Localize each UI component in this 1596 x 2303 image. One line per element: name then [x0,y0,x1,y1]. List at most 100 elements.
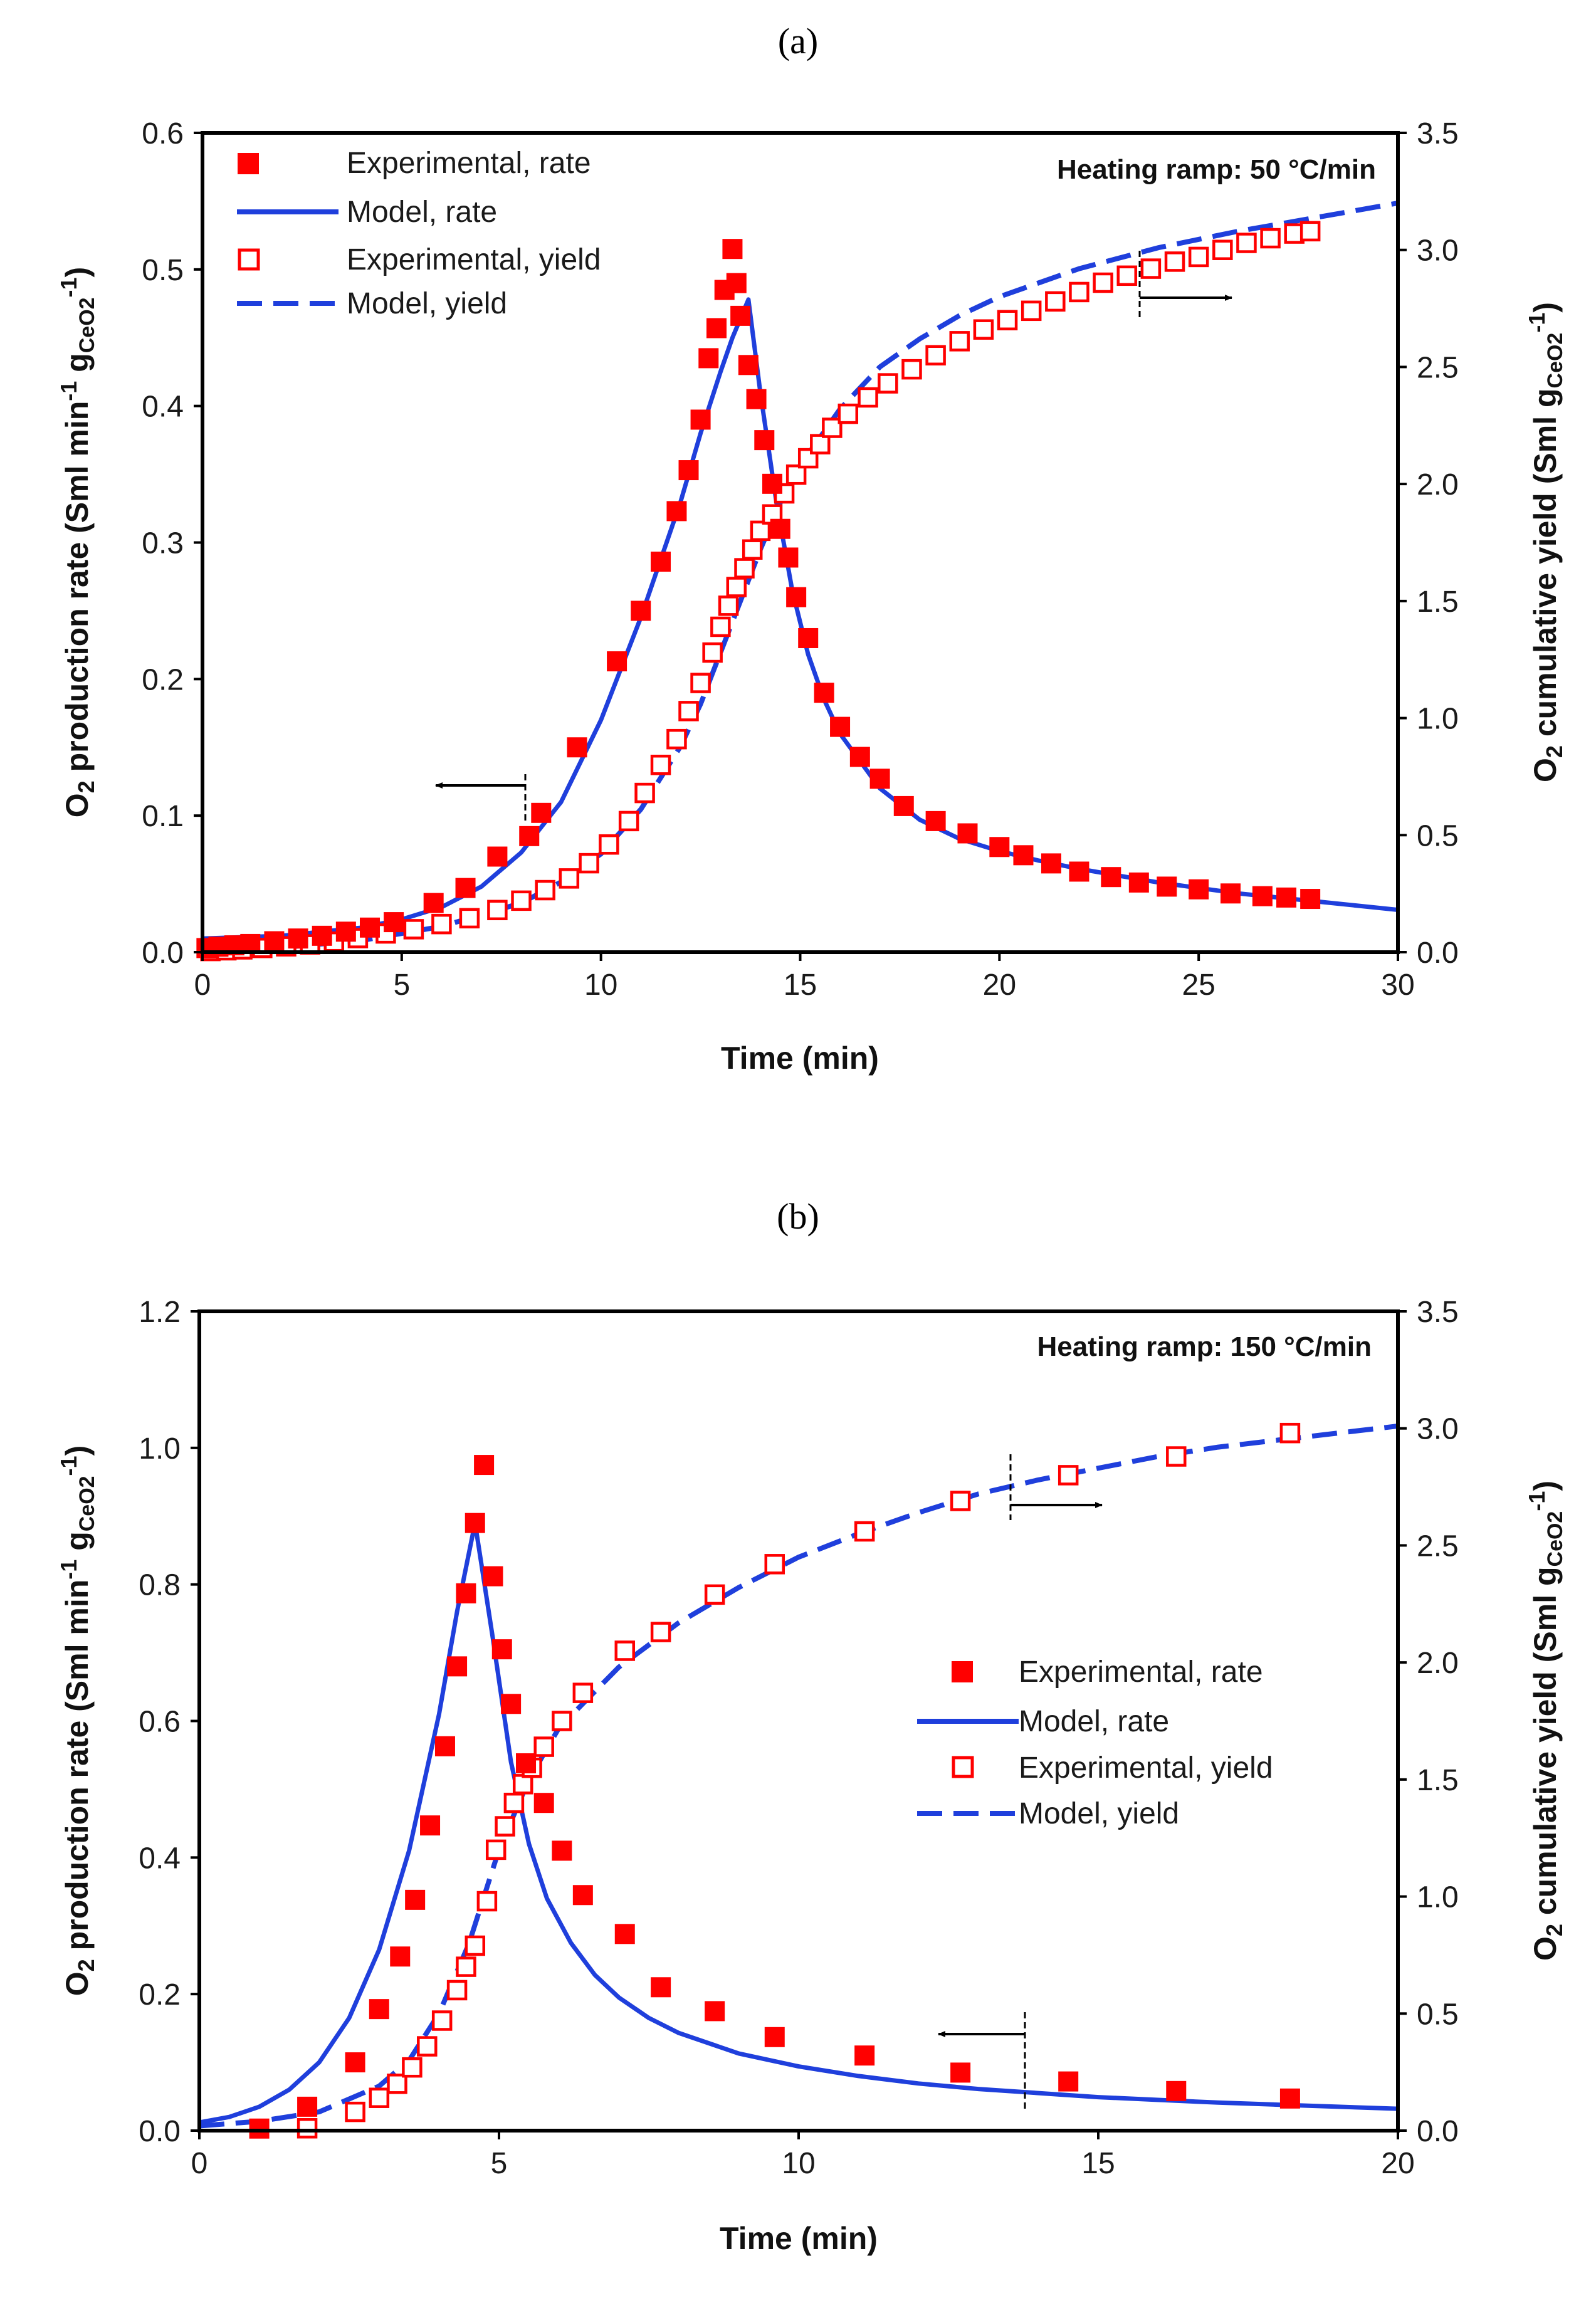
data-point-experimental-rate [288,928,308,949]
data-point-experimental-yield [512,1774,533,1795]
x-tick-label: 0 [194,968,211,1002]
data-point-experimental-yield [710,616,731,637]
data-point-experimental-yield [949,331,970,352]
data-point-experimental-rate [762,473,783,494]
data-point-experimental-rate [1157,876,1177,897]
legend: Experimental, rate Model, rate Experimen… [917,1655,1273,1830]
data-point-experimental-rate [1221,883,1241,904]
data-point-experimental-rate [384,912,404,933]
legend-label-model-rate: Model, rate [347,196,497,229]
data-point-experimental-yield [552,1711,572,1731]
y-right-tick-label: 0.0 [1417,936,1459,970]
x-tick-label: 25 [1182,968,1215,1002]
heating-ramp-annotation: Heating ramp: 150 °C/min [1037,1331,1372,1362]
data-point-experimental-yield [387,2074,407,2094]
y-right-tick-label: 3.0 [1417,1413,1459,1446]
data-point-experimental-rate [474,1455,495,1476]
data-point-experimental-rate [690,409,711,430]
x-tick-label: 20 [983,968,1016,1002]
legend-label-experimental-yield: Experimental, yield [1019,1751,1273,1785]
data-point-experimental-yield [431,2010,453,2031]
y-right-tick-label: 2.5 [1417,351,1459,384]
data-point-experimental-yield [1093,272,1113,293]
data-point-experimental-yield [1212,239,1233,260]
data-point-experimental-yield [1058,1465,1079,1486]
data-point-experimental-rate [312,925,332,946]
legend: Experimental, rate Model, rate Experimen… [237,147,601,320]
data-point-experimental-rate [726,273,747,293]
data-point-experimental-yield [579,852,599,874]
data-point-experimental-yield [1188,246,1209,268]
data-point-experimental-rate [893,795,914,816]
data-point-experimental-yield [925,345,946,366]
data-point-experimental-rate [869,769,890,789]
data-point-experimental-yield [559,868,580,889]
data-point-experimental-yield [403,919,424,940]
data-point-experimental-rate [456,1583,476,1603]
data-point-experimental-rate [730,305,751,326]
data-point-experimental-rate [764,2027,785,2047]
data-point-experimental-rate [297,2096,318,2117]
data-point-experimental-yield [1140,258,1162,279]
data-point-experimental-rate [754,430,775,451]
data-point-experimental-yield [446,1980,468,2001]
y-right-tick-label: 3.0 [1417,234,1459,268]
data-point-experimental-yield [878,373,898,394]
data-point-experimental-yield [634,782,655,804]
data-point-experimental-rate [420,1815,441,1836]
y-left-tick-label: 0.0 [139,2115,181,2148]
x-tick-label: 20 [1381,2147,1414,2180]
data-point-experimental-rate [1276,887,1297,908]
data-point-experimental-yield [456,1956,476,1977]
x-tick-label: 10 [782,2147,815,2180]
data-point-experimental-rate [447,1656,468,1677]
data-point-experimental-rate [1041,853,1061,874]
data-point-experimental-rate [778,547,799,568]
legend-label-model-rate: Model, rate [1019,1705,1169,1738]
data-point-experimental-yield [650,755,671,775]
y-right-tick-label: 1.0 [1417,1881,1459,1914]
y-left-tick-label: 0.2 [139,1978,181,2012]
legend-marker-experimental-rate [238,153,259,174]
data-point-experimental-rate [465,1513,485,1533]
data-point-experimental-rate [786,587,807,607]
data-point-experimental-rate [950,2062,971,2083]
y-left-tick-label: 0.6 [139,1706,181,1739]
data-point-experimental-yield [726,577,747,597]
data-point-experimental-yield [369,2087,390,2108]
data-point-experimental-yield [1164,251,1185,272]
x-tick-label: 10 [584,968,617,1002]
y-right-tick-label: 0.5 [1417,819,1459,852]
x-tick-label: 5 [393,968,410,1002]
x-tick-label: 0 [191,2147,208,2180]
y-left-tick-label: 0.1 [142,800,184,833]
y-left-tick-label: 1.2 [139,1296,181,1329]
y-left-tick-label: 0.0 [142,936,184,970]
x-tick-label: 30 [1381,968,1414,1002]
y-right-tick-label: 1.5 [1417,585,1459,619]
legend-marker-experimental-rate [952,1661,973,1682]
data-point-experimental-rate [651,551,671,572]
data-point-experimental-rate [1252,886,1273,906]
data-point-experimental-yield [1166,1446,1187,1467]
data-point-experimental-yield [476,1891,498,1912]
legend-label-experimental-rate: Experimental, rate [1019,1655,1263,1689]
y-right-tick-label: 0.5 [1417,1998,1459,2031]
x-tick-label: 15 [784,968,817,1002]
data-point-experimental-yield [459,908,480,929]
data-point-experimental-rate [533,1793,554,1813]
y-right-tick-label: 0.0 [1417,2115,1459,2148]
data-point-experimental-yield [485,1839,507,1860]
y-left-axis-title: O2 production rate (Sml min-1 gCeO2-1) [56,267,99,817]
panel-b-chart: (b) 0 5 10 15 20 0.0 0.2 0.4 0.6 0.8 1.0 1.2 0.0 0.… [56,1196,1567,2256]
data-point-experimental-rate [405,1889,426,1910]
data-point-experimental-rate [722,239,743,260]
data-point-experimental-yield [742,539,763,560]
data-point-experimental-rate [698,348,719,369]
y-right-tick-label: 2.5 [1417,1529,1459,1563]
data-point-experimental-yield [533,1736,554,1757]
y-right-axis-title: O2 cumulative yield (Sml gCeO2-1) [1524,302,1567,782]
data-point-experimental-yield [431,913,452,935]
legend-marker-experimental-yield [952,1756,974,1778]
data-point-experimental-rate [519,826,540,846]
